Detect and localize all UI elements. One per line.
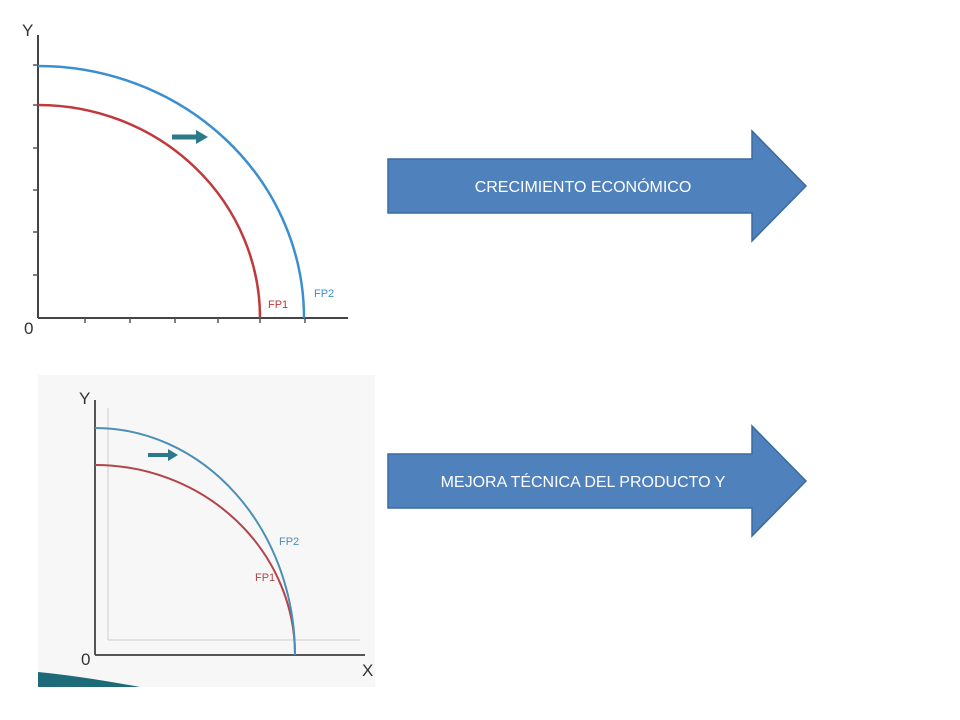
curve-fp1	[37, 103, 262, 319]
curve-label: FP2	[314, 288, 334, 300]
arrow-label: CRECIMIENTO ECONÓMICO	[475, 177, 692, 196]
origin-label: 0	[24, 319, 33, 338]
decor	[38, 672, 140, 687]
x-label: X	[362, 661, 373, 680]
y-label: Y	[79, 389, 90, 408]
curve-fp1	[94, 464, 296, 656]
shift-arrow-head	[168, 449, 178, 461]
curve-label: FP2	[279, 536, 299, 548]
curve-fp2	[94, 427, 296, 656]
shift-arrow-head	[196, 130, 208, 144]
ticks	[33, 64, 306, 323]
origin-label: 0	[81, 650, 90, 669]
arrow-label: MEJORA TÉCNICA DEL PRODUCTO Y	[441, 472, 726, 491]
ppf-diagram: Y 0 FP1 FP2	[22, 21, 348, 338]
y-label: Y	[22, 21, 33, 40]
ppf-diagram: Y 0 X FP1 FP2	[38, 375, 375, 687]
curve-fp2	[37, 64, 306, 319]
curve-label: FP1	[268, 299, 288, 311]
arrow-shape: CRECIMIENTO ECONÓMICO	[387, 129, 808, 243]
curve-label: FP1	[255, 572, 275, 584]
arrow-shape: MEJORA TÉCNICA DEL PRODUCTO Y	[387, 424, 808, 538]
